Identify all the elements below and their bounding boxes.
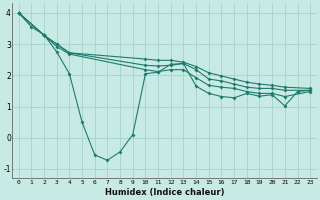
- X-axis label: Humidex (Indice chaleur): Humidex (Indice chaleur): [105, 188, 224, 197]
